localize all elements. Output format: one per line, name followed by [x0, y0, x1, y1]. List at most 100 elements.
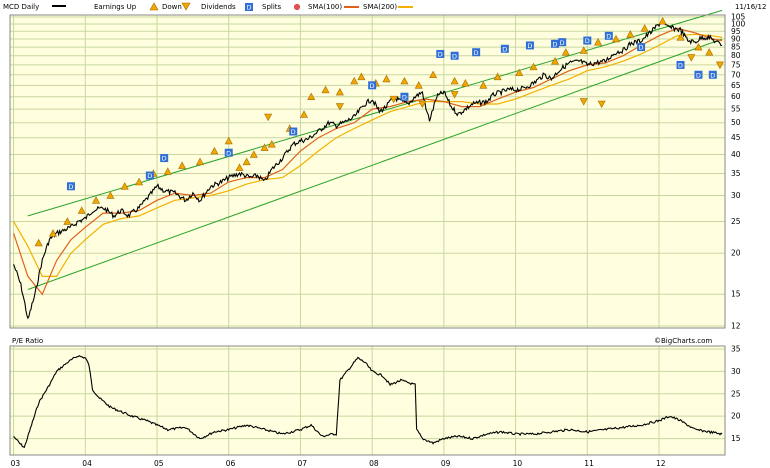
earnings-up-marker	[561, 48, 570, 56]
x-tick-label: 12	[656, 459, 666, 468]
price-tick-label: 95	[731, 27, 741, 36]
earnings-up-marker	[235, 163, 244, 171]
earnings-down-marker	[264, 113, 273, 122]
earnings-down-marker	[335, 103, 344, 111]
dividend-marker-label: D	[560, 39, 565, 47]
dividend-marker-label: D	[474, 49, 479, 57]
price-tick-label: 90	[731, 34, 741, 43]
earnings-up-marker	[694, 42, 703, 51]
dividend-marker	[450, 51, 459, 60]
d-square-icon	[245, 3, 253, 11]
earnings-up-marker	[529, 62, 538, 71]
earnings-up-marker	[400, 76, 409, 85]
pe-panel-border	[9, 345, 726, 456]
price-panel-border	[9, 14, 726, 329]
dividend-marker-label: D	[147, 172, 152, 180]
dividend-marker-label: D	[678, 62, 683, 70]
earnings-up-marker	[626, 30, 635, 38]
earnings-up-marker	[196, 157, 205, 166]
x-tick-label: 03	[11, 459, 21, 468]
earnings-up-marker	[49, 229, 58, 237]
triangle-up-icon	[149, 2, 159, 11]
earnings-up-marker	[658, 16, 667, 25]
earnings-up-marker	[178, 161, 187, 169]
pe-line	[13, 355, 723, 449]
x-tick-label: 11	[584, 459, 594, 468]
earnings-up-marker	[382, 74, 391, 83]
dividend-marker	[637, 43, 646, 52]
price-tick-label: 80	[731, 51, 741, 60]
price-tick-label: 12	[731, 322, 741, 331]
pe-tick-label: 20	[731, 412, 741, 421]
earnings-up-marker	[335, 87, 344, 96]
chart-date: 11/16/12	[735, 3, 766, 11]
x-tick-label: 07	[297, 459, 307, 468]
dividend-marker	[583, 36, 592, 45]
dividend-marker-label: D	[452, 52, 457, 60]
price-tick-label: 85	[731, 43, 741, 52]
earnings-up-marker	[77, 206, 86, 214]
x-tick-label: 09	[441, 459, 451, 468]
earnings-down-marker	[418, 100, 427, 109]
pe-title: P/E Ratio	[12, 337, 43, 345]
earnings-up-marker	[120, 182, 129, 190]
trend-channel	[27, 9, 723, 290]
earnings-up-marker	[611, 34, 620, 43]
dividend-marker-label: D	[402, 93, 407, 101]
dividend-marker	[224, 148, 233, 157]
dividend-marker-label: D	[638, 44, 643, 52]
earnings-up-marker	[267, 140, 276, 148]
dividend-marker	[436, 49, 445, 58]
price-tick-label: 60	[731, 92, 741, 101]
dividend-marker	[708, 70, 717, 79]
pe-tick-label: 25	[731, 389, 741, 398]
legend-sma200: SMA(200)	[363, 3, 397, 11]
legend-earnings-up: Earnings Up	[94, 3, 137, 11]
earnings-up-marker	[92, 196, 101, 204]
earnings-up-marker	[242, 157, 251, 166]
earnings-down-marker	[579, 98, 588, 106]
price-grid	[10, 15, 725, 328]
legend-earnings-down: Down	[162, 3, 182, 11]
earnings-down-marker	[389, 95, 398, 104]
pe-tick-label: 15	[731, 434, 741, 443]
circle-icon	[293, 3, 301, 11]
earnings-up-marker	[493, 72, 502, 81]
x-tick-label: 06	[226, 459, 236, 468]
x-axis-labels: 03 04 05 06 07 08 09 10 11 12	[11, 459, 666, 468]
earnings-down-marker	[450, 91, 459, 99]
dividend-marker-label: D	[162, 155, 167, 163]
earnings-up-marker	[479, 81, 488, 89]
earnings-up-marker	[106, 191, 115, 199]
dividend-marker-label: D	[552, 40, 557, 48]
earnings-up-marker	[260, 143, 269, 151]
pe-tick-label: 35	[731, 345, 741, 354]
dividend-marker	[160, 154, 169, 163]
earnings-up-marker	[63, 217, 72, 225]
dividend-marker	[66, 182, 75, 191]
pe-axis-ticks: 15 20 25 30 35	[731, 345, 741, 444]
legend-splits: Splits	[262, 3, 282, 11]
earnings-up-marker	[594, 38, 603, 46]
x-tick-label: 04	[82, 459, 92, 468]
price-tick-label: 100	[731, 19, 746, 28]
dividend-marker-label: D	[696, 71, 701, 79]
x-tick-label: 05	[154, 459, 164, 468]
dividend-marker-label: D	[291, 128, 296, 136]
pe-tick-label: 30	[731, 367, 741, 376]
earnings-up-marker	[676, 33, 685, 41]
dividend-marker-label: D	[502, 45, 507, 53]
chart-legend: MCD Daily Earnings Up Down Dividends D S…	[3, 2, 766, 12]
dividend-marker	[558, 38, 567, 47]
earnings-up-marker	[34, 238, 43, 247]
triangle-down-icon	[181, 2, 191, 11]
earnings-up-marker	[640, 24, 649, 32]
dividend-marker-label: D	[68, 183, 73, 191]
price-line	[13, 22, 723, 320]
dividend-marker	[551, 39, 560, 48]
dividend-marker	[289, 127, 298, 136]
earnings-up-marker	[224, 136, 233, 145]
price-tick-label: 45	[731, 133, 741, 142]
